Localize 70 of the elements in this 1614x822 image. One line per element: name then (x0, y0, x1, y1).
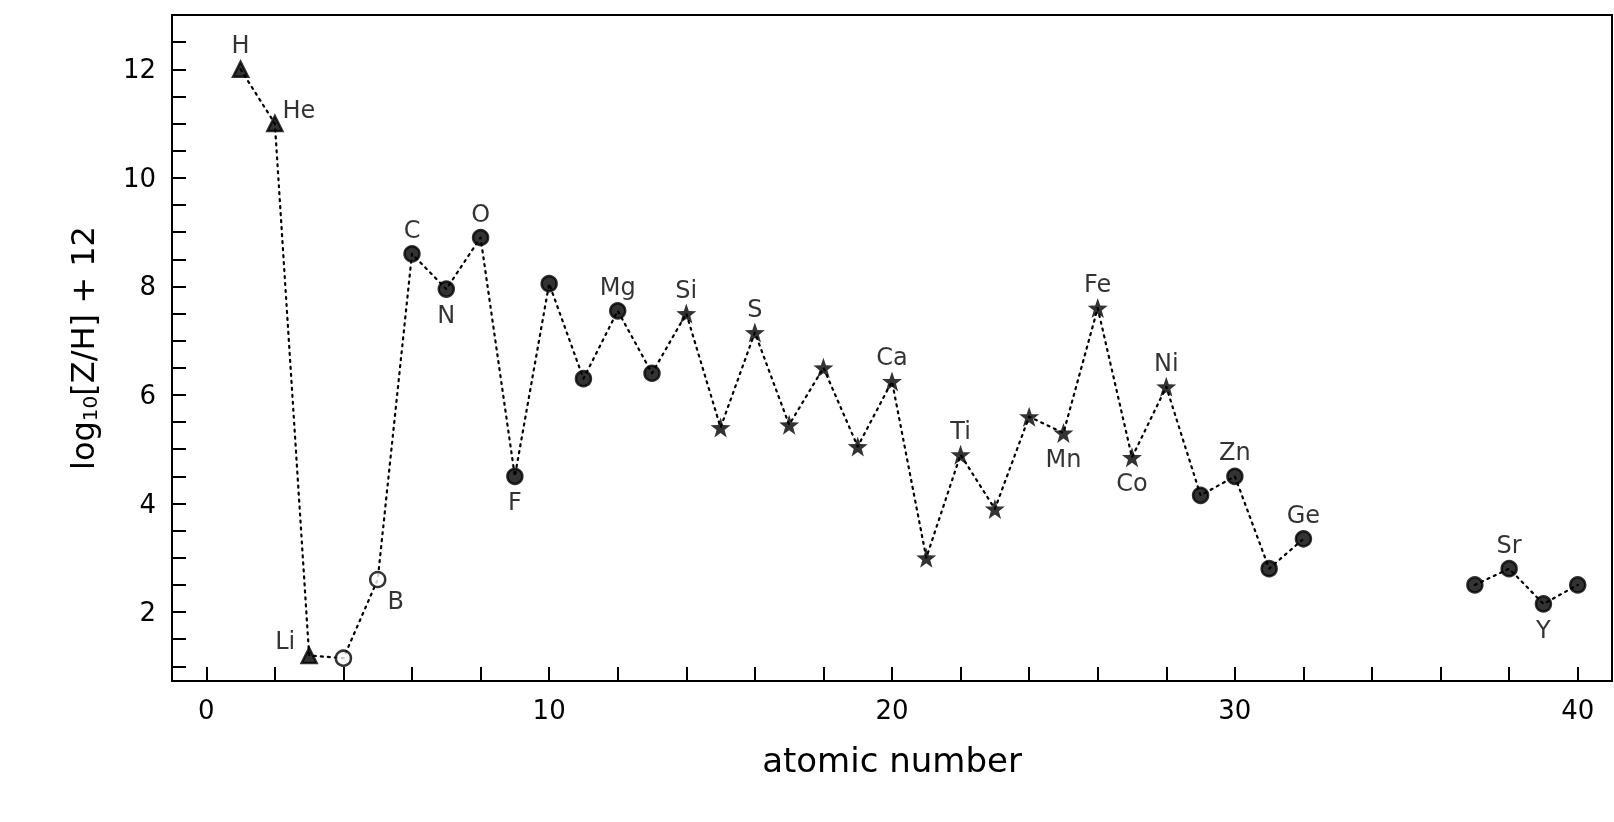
annotation: He (282, 95, 316, 124)
x-tick-label: 30 (1218, 695, 1252, 725)
point (847, 436, 868, 457)
point (1534, 595, 1553, 613)
annotation: Mg (599, 272, 636, 301)
point (882, 371, 902, 392)
point (334, 649, 353, 667)
annotation: Ge (1286, 500, 1321, 529)
annotation: Sr (1496, 530, 1522, 559)
annotation: Co (1116, 469, 1148, 498)
point (403, 245, 421, 263)
annotation: Fe (1084, 270, 1112, 299)
point (916, 547, 937, 568)
point (1226, 467, 1244, 486)
y-tick-label: 4 (139, 488, 156, 519)
annotation: Zn (1219, 438, 1251, 467)
point (984, 498, 1005, 519)
annotation: C (403, 215, 421, 244)
x-tick-label: 40 (1561, 695, 1595, 725)
point (1122, 447, 1142, 468)
annotation: S (747, 294, 763, 323)
y-tick-label: 2 (139, 597, 156, 628)
y-tick-label: 12 (122, 54, 156, 85)
point (1260, 559, 1278, 578)
point (437, 280, 456, 298)
x-tick-label: 20 (875, 695, 909, 725)
annotation: O (471, 199, 491, 228)
point (1294, 530, 1313, 548)
point (574, 369, 593, 388)
point (1466, 576, 1484, 594)
annotation: B (387, 587, 404, 616)
point (1568, 576, 1587, 594)
point (950, 444, 971, 465)
annotation: Ni (1153, 348, 1179, 377)
point (300, 646, 318, 665)
point (608, 302, 627, 320)
point (643, 364, 661, 382)
annotation: H (231, 31, 250, 60)
point (1053, 422, 1074, 443)
x-axis-title: atomic number (762, 740, 1022, 780)
x-tick-label: 10 (532, 695, 566, 725)
point (710, 417, 731, 438)
point (368, 570, 387, 589)
annotation: Ti (949, 416, 971, 445)
annotation: N (437, 301, 456, 330)
point (744, 322, 765, 343)
y-tick-label: 10 (122, 162, 156, 193)
annotation: Ca (876, 343, 908, 372)
y-axis-title: log10[Z/H] + 12 (64, 226, 102, 470)
point (1087, 298, 1108, 319)
point (1191, 486, 1210, 505)
point (231, 60, 250, 79)
point (676, 303, 697, 324)
point (1500, 559, 1518, 578)
annotation: Y (1535, 615, 1552, 644)
point (1019, 406, 1040, 427)
x-tick-label: 0 (198, 695, 215, 725)
annotation: Si (675, 275, 698, 304)
annotation: Mn (1045, 444, 1082, 473)
point (266, 114, 284, 133)
point (779, 414, 800, 435)
point (471, 228, 490, 247)
y-tick-label: 8 (139, 271, 156, 302)
point (813, 357, 834, 378)
y-tick-label: 6 (139, 379, 156, 410)
annotation: F (507, 488, 522, 517)
point (540, 274, 558, 293)
point (506, 467, 524, 486)
point (1156, 376, 1177, 397)
annotation: Li (275, 627, 296, 656)
